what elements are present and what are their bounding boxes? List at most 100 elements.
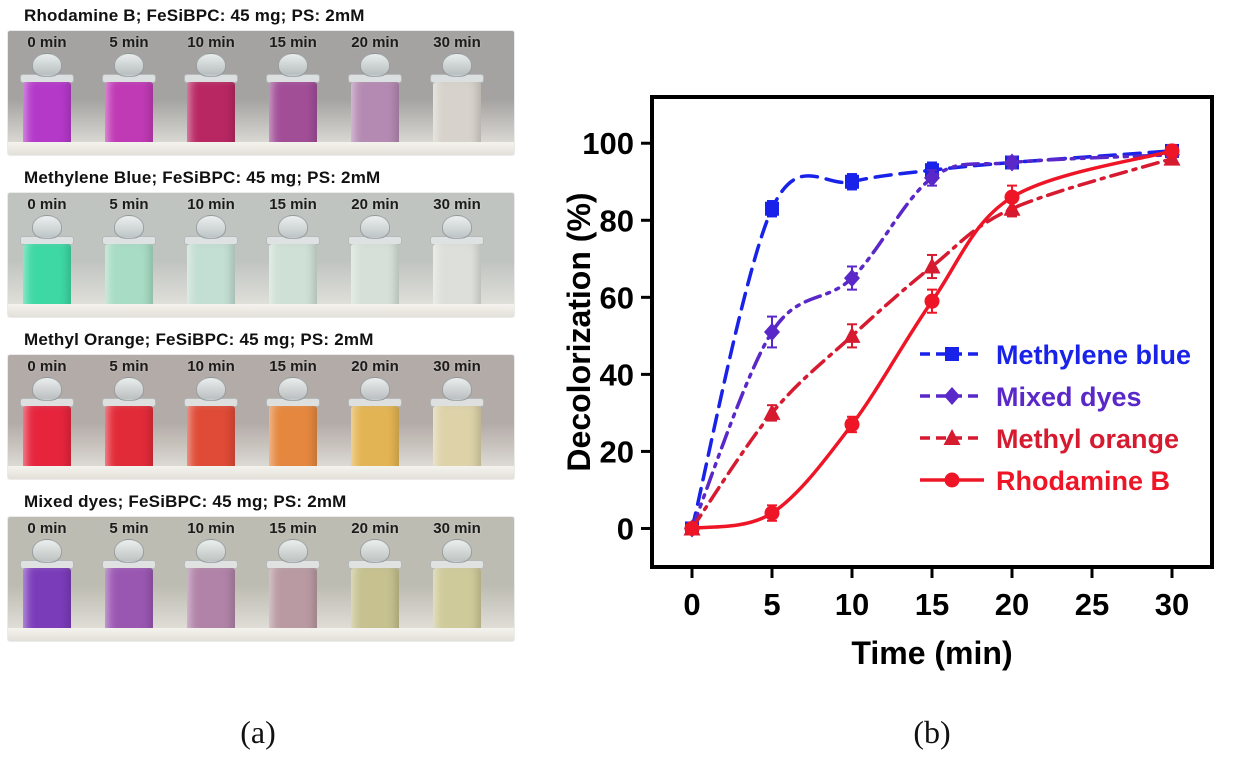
photo-strip-rhodamine-b: 0 min 5 min 10 min: [8, 31, 514, 155]
vial-cap: [114, 215, 144, 239]
dye-vial: [348, 377, 402, 475]
time-label: 5 min: [109, 196, 149, 213]
vial-liquid: [269, 406, 317, 474]
dye-vial: [266, 377, 320, 475]
vial-liquid: [351, 244, 399, 312]
dye-vial: [184, 53, 238, 151]
vial-cap: [360, 539, 390, 563]
plot-frame: [650, 95, 1214, 569]
photo-strip-methyl-orange: 0 min 5 min 10 min: [8, 355, 514, 479]
dye-vial: [102, 215, 156, 313]
panel-a-photos: Rhodamine B; FeSiBPC: 45 mg; PS: 2mM 0 m…: [0, 0, 540, 654]
dye-vial: [20, 53, 74, 151]
y-axis-title: Decolorization (%): [561, 192, 597, 471]
time-label: 15 min: [269, 196, 317, 213]
vial-liquid: [269, 568, 317, 636]
vial-liquid: [105, 82, 153, 150]
svg-text:80: 80: [600, 203, 634, 238]
photo-strip-methylene-blue: 0 min 5 min 10 min: [8, 193, 514, 317]
vial-cap: [278, 215, 308, 239]
dye-vial: [348, 215, 402, 313]
vial-liquid: [433, 568, 481, 636]
time-label: 20 min: [351, 34, 399, 51]
panel-b-chart: Decolorization (%) Time (min) 0 5 10 15 20 25 30…: [552, 42, 1250, 702]
dye-vial: [102, 53, 156, 151]
vial-cap: [442, 539, 472, 563]
legend: Methylene blue Mixed dyes Methyl orange Rho…: [920, 340, 1191, 496]
strip-title: Mixed dyes; FeSiBPC: 45 mg; PS: 2mM: [24, 492, 347, 511]
time-label: 10 min: [187, 358, 235, 375]
time-label: 20 min: [351, 196, 399, 213]
legend-label: Mixed dyes: [996, 382, 1142, 412]
time-label: 20 min: [351, 358, 399, 375]
dye-vial: [430, 539, 484, 637]
strip-title: Methylene Blue; FeSiBPC: 45 mg; PS: 2mM: [24, 168, 381, 187]
vial-cap: [360, 53, 390, 77]
svg-text:0: 0: [617, 511, 634, 546]
vial-liquid: [351, 82, 399, 150]
dye-vial: [20, 539, 74, 637]
dye-vial: [430, 377, 484, 475]
x-axis-title: Time (min): [851, 635, 1012, 671]
dye-vial: [430, 53, 484, 151]
time-label: 30 min: [433, 196, 481, 213]
dye-vial: [184, 215, 238, 313]
dye-photo-group-mixed-dyes: Mixed dyes; FeSiBPC: 45 mg; PS: 2mM 0 mi…: [0, 492, 540, 641]
time-label: 0 min: [27, 196, 67, 213]
svg-text:100: 100: [582, 126, 634, 161]
vial-liquid: [433, 406, 481, 474]
vial-liquid: [187, 82, 235, 150]
vial-cap: [114, 53, 144, 77]
vial-cap: [442, 53, 472, 77]
vial-liquid: [23, 82, 71, 150]
photo-strip-mixed-dyes: 0 min 5 min 10 min: [8, 517, 514, 641]
svg-text:60: 60: [600, 280, 634, 315]
vial-cap: [360, 215, 390, 239]
vial-cap: [442, 215, 472, 239]
time-label: 0 min: [27, 358, 67, 375]
time-label: 30 min: [433, 34, 481, 51]
time-label: 5 min: [109, 520, 149, 537]
vial-liquid: [351, 568, 399, 636]
vial-cap: [278, 53, 308, 77]
vial-cap: [32, 53, 62, 77]
decolorization-chart: Decolorization (%) Time (min) 0 5 10 15 20 25 30…: [561, 95, 1214, 671]
time-label: 30 min: [433, 358, 481, 375]
time-label: 5 min: [109, 34, 149, 51]
time-label: 15 min: [269, 358, 317, 375]
x-axis: 0 5 10 15 20 25 30: [683, 567, 1189, 622]
dye-photo-group-methylene-blue: Methylene Blue; FeSiBPC: 45 mg; PS: 2mM …: [0, 168, 540, 317]
vial-liquid: [187, 568, 235, 636]
vial-liquid: [433, 244, 481, 312]
dye-vial: [20, 215, 74, 313]
dye-photo-group-rhodamine-b: Rhodamine B; FeSiBPC: 45 mg; PS: 2mM 0 m…: [0, 6, 540, 155]
time-label: 15 min: [269, 520, 317, 537]
dye-vial: [184, 377, 238, 475]
vial-cap: [278, 539, 308, 563]
dye-photo-group-methyl-orange: Methyl Orange; FeSiBPC: 45 mg; PS: 2mM 0…: [0, 330, 540, 479]
dye-vial: [20, 377, 74, 475]
time-label: 10 min: [187, 196, 235, 213]
dye-vial: [430, 215, 484, 313]
y-axis: 0 20 40 60 80 100: [582, 126, 652, 546]
vial-cap: [32, 377, 62, 401]
svg-text:Time (min): Time (min): [851, 635, 1012, 671]
vial-liquid: [187, 406, 235, 474]
vial-liquid: [269, 82, 317, 150]
bench-surface: [8, 304, 514, 317]
svg-text:10: 10: [835, 587, 869, 622]
vial-liquid: [23, 406, 71, 474]
svg-text:Decolorization (%): Decolorization (%): [561, 192, 597, 471]
dye-vial: [348, 53, 402, 151]
vial-cap: [32, 215, 62, 239]
vial-cap: [114, 539, 144, 563]
caption-b: (b): [913, 714, 951, 750]
dye-vial: [102, 377, 156, 475]
vial-liquid: [105, 406, 153, 474]
svg-text:20: 20: [995, 587, 1029, 622]
svg-text:25: 25: [1075, 587, 1109, 622]
vial-cap: [196, 53, 226, 77]
time-label: 0 min: [27, 34, 67, 51]
vial-cap: [196, 215, 226, 239]
